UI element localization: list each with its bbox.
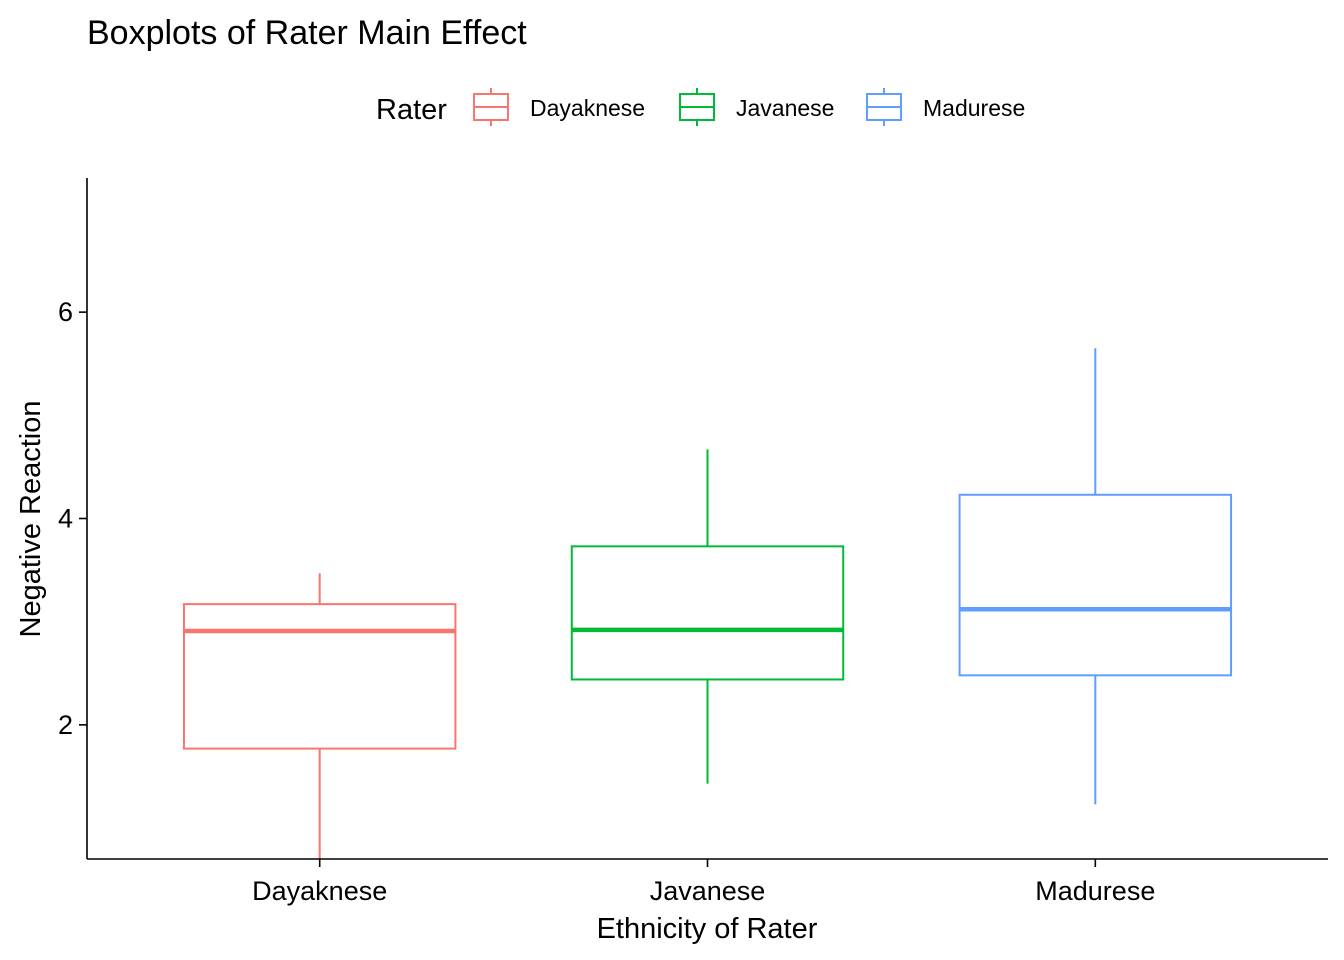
y-tick-label: 4 [58, 504, 73, 534]
box-javanese [570, 449, 845, 784]
x-axis-title: Ethnicity of Rater [597, 913, 818, 945]
legend-label: Javanese [736, 95, 834, 121]
box-madurese [958, 348, 1233, 805]
iqr-box [570, 545, 845, 681]
y-axis-title: Negative Reaction [15, 401, 47, 638]
x-tick-label: Javanese [650, 876, 766, 906]
legend-entry: Madurese [866, 88, 1025, 126]
chart-title: Boxplots of Rater Main Effect [87, 14, 527, 52]
iqr-box [958, 493, 1233, 677]
legend-title: Rater [376, 94, 447, 126]
box-dayaknese [182, 573, 457, 859]
legend-label: Madurese [923, 95, 1025, 121]
x-tick-label: Dayaknese [252, 876, 387, 906]
plot-area [182, 348, 1233, 859]
legend-label: Dayaknese [530, 95, 645, 121]
x-tick-label: Madurese [1035, 876, 1155, 906]
legend-entry: Javanese [679, 88, 834, 126]
y-axis-ticks: 2 4 6 [58, 297, 87, 740]
legend-entry: Dayaknese [473, 88, 645, 126]
y-tick-label: 6 [58, 297, 73, 327]
x-axis-ticks: Dayaknese Javanese Madurese [252, 859, 1155, 906]
y-tick-label: 2 [58, 710, 73, 740]
legend: Rater Dayaknese Javanese Madurese [376, 88, 1025, 126]
iqr-box [182, 603, 457, 750]
